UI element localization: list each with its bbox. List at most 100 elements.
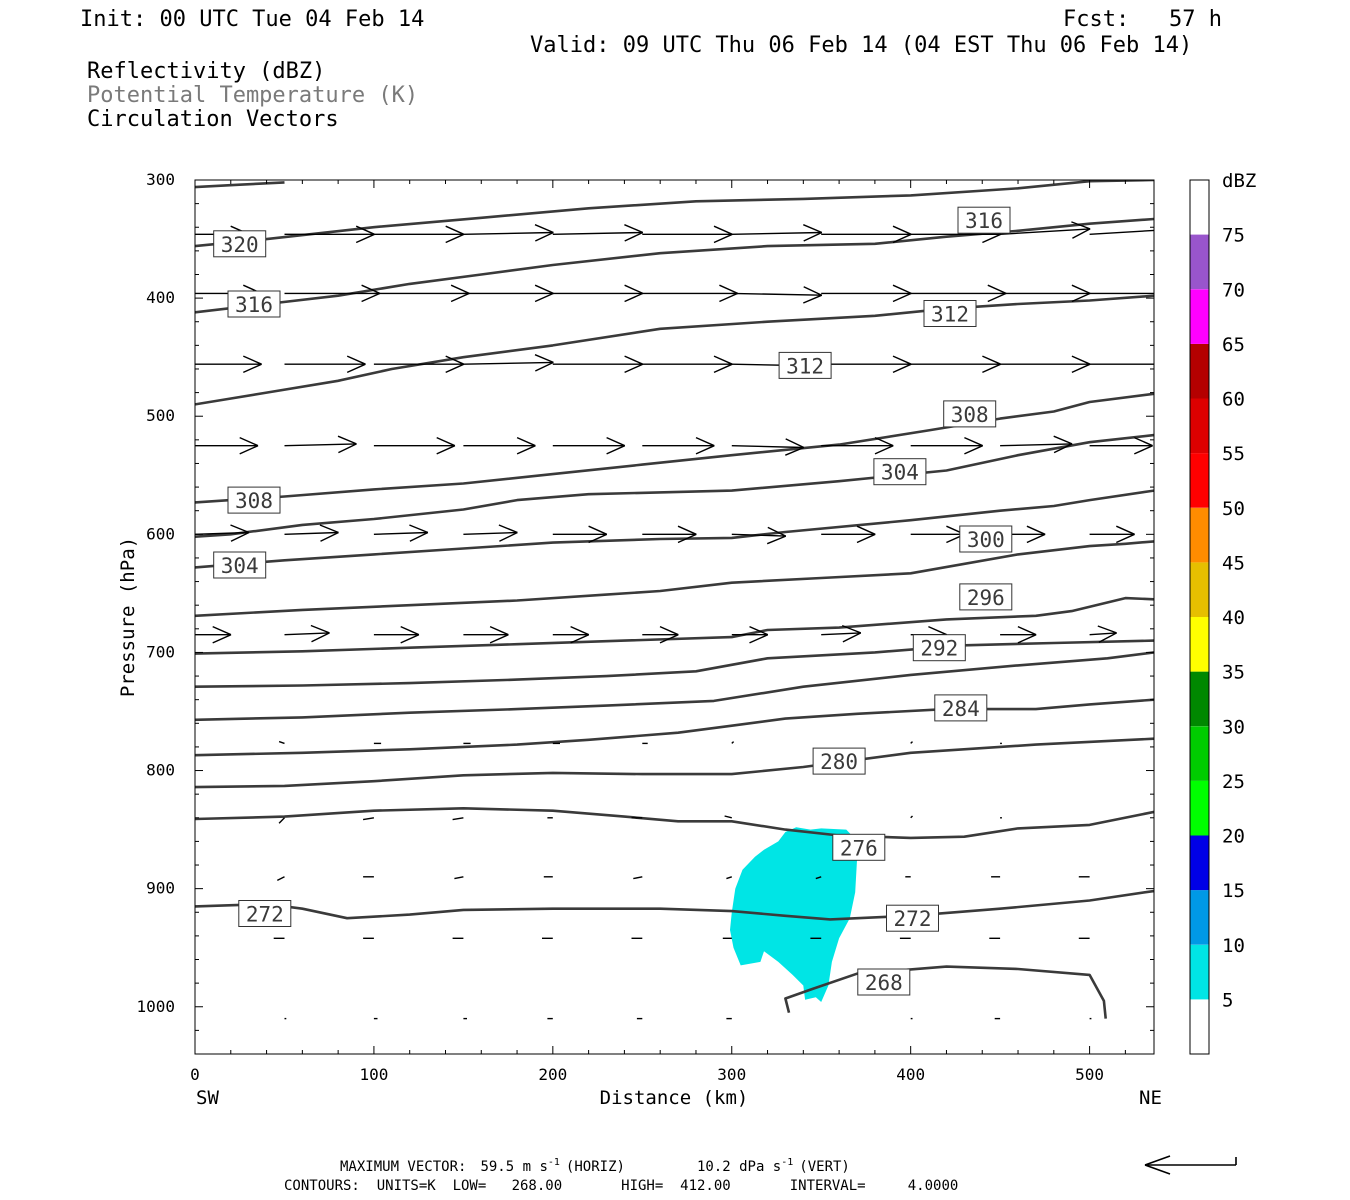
contour-label: 312 xyxy=(778,351,832,379)
wind-vector xyxy=(552,355,644,374)
theta-contour xyxy=(195,807,1154,840)
wind-vector xyxy=(642,284,738,303)
y-tick-label: 1000 xyxy=(136,997,175,1016)
wind-vector xyxy=(284,435,357,454)
colorbar-level-label: 40 xyxy=(1222,607,1245,629)
wind-vector xyxy=(552,224,644,242)
wind-vector xyxy=(910,355,1001,374)
wind-vector xyxy=(724,815,732,819)
wind-vector xyxy=(1089,229,1154,235)
wind-vector xyxy=(821,225,912,244)
colorbar-swatch xyxy=(1190,234,1209,290)
wind-vector xyxy=(633,876,643,880)
wind-vector xyxy=(463,524,518,542)
wind-vector xyxy=(1089,363,1154,365)
wind-vector xyxy=(195,625,232,644)
contour-label: 304 xyxy=(873,458,927,486)
contour-label: 272 xyxy=(238,900,292,927)
wind-vector xyxy=(552,284,644,303)
colorbar-level-label: 20 xyxy=(1222,826,1245,848)
wind-vector xyxy=(821,284,912,303)
svg-text:316: 316 xyxy=(965,209,1003,233)
contour-label: 308 xyxy=(227,486,281,514)
y-tick-label: 300 xyxy=(146,170,175,189)
svg-text:308: 308 xyxy=(951,403,989,427)
wind-vector xyxy=(821,355,912,374)
colorbar-frame xyxy=(1189,179,1210,1055)
wind-vector xyxy=(284,225,375,244)
x-tick-label: 400 xyxy=(896,1065,925,1084)
wind-vector xyxy=(1000,355,1091,374)
wind-vector xyxy=(195,355,262,374)
colorbar-swatch xyxy=(1190,780,1209,836)
valid-time: Valid: 09 UTC Thu 06 Feb 14 (04 EST Thu … xyxy=(530,33,1192,58)
wind-vector xyxy=(552,436,626,455)
contour-label: 292 xyxy=(912,634,966,662)
wind-vector xyxy=(373,524,429,542)
y-tick-label: 800 xyxy=(146,761,175,780)
svg-text:320: 320 xyxy=(221,233,259,257)
field-potential-temperature: Potential Temperature (K) xyxy=(87,83,418,108)
contour-label: 280 xyxy=(812,747,866,775)
contour-label: 296 xyxy=(959,583,1013,611)
y-tick-label: 500 xyxy=(146,406,175,425)
colorbar-level-label: 10 xyxy=(1222,935,1245,957)
axes: 0 100 200 300 400 500 300 400 500 600 700 800 900 100… xyxy=(136,170,1154,1084)
wind-vector xyxy=(1089,525,1135,544)
colorbar-level-label: 55 xyxy=(1222,443,1245,465)
contour-label: 316 xyxy=(227,290,281,318)
wind-vector xyxy=(373,625,420,644)
colorbar-swatch xyxy=(1190,726,1209,781)
reflectivity-layer xyxy=(730,827,857,1002)
colorbar-swatch xyxy=(1190,289,1209,344)
x-axis-title: Distance (km) xyxy=(600,1087,749,1109)
theta-contour-layer xyxy=(195,180,1154,1019)
wind-vector xyxy=(1000,625,1037,644)
wind-vector xyxy=(731,741,735,744)
contour-label: 316 xyxy=(957,206,1011,234)
svg-text:272: 272 xyxy=(894,907,932,931)
wind-vector xyxy=(1089,625,1117,643)
theta-contour xyxy=(195,489,1154,569)
colorbar-level-label: 25 xyxy=(1222,771,1245,793)
y-tick-label: 700 xyxy=(146,642,175,661)
svg-text:300: 300 xyxy=(967,528,1005,552)
wind-vector xyxy=(642,625,679,644)
x-tick-label: 100 xyxy=(359,1065,388,1084)
colorbar-swatch xyxy=(1190,617,1209,672)
wind-vector xyxy=(552,525,608,544)
theta-contour xyxy=(195,433,1154,538)
colorbar-swatch xyxy=(1190,562,1209,617)
wind-vector xyxy=(552,625,590,644)
wind-vector xyxy=(195,524,250,542)
svg-text:296: 296 xyxy=(967,586,1005,610)
wind-vector xyxy=(642,525,697,544)
colorbar-level-label: 65 xyxy=(1222,334,1245,356)
wind-vector xyxy=(642,436,715,455)
svg-text:304: 304 xyxy=(881,461,919,485)
wind-vector xyxy=(276,876,285,882)
field-circulation-vectors: Circulation Vectors xyxy=(87,107,339,132)
wind-vector xyxy=(195,436,259,455)
colorbar-swatch xyxy=(1190,835,1209,891)
wind-vector xyxy=(284,284,381,303)
field-reflectivity: Reflectivity (dBZ) xyxy=(87,59,325,84)
wind-vector xyxy=(910,741,913,744)
dbz-colorbar: 5 10 15 20 25 30 35 40 45 50 55 60 65 70 75 xyxy=(1189,179,1245,1055)
wind-vector xyxy=(284,355,366,374)
wind-vector xyxy=(910,436,983,455)
wind-vector xyxy=(373,355,465,374)
colorbar-level-label: 35 xyxy=(1222,662,1245,684)
y-tick-label: 900 xyxy=(146,879,175,898)
x-tick-label: 300 xyxy=(717,1065,746,1084)
colorbar-title: dBZ xyxy=(1222,170,1256,192)
forecast-hour: Fcst: 57 h xyxy=(1063,7,1222,32)
wind-vector xyxy=(731,224,823,242)
wind-vector xyxy=(1000,221,1091,239)
contour-label-layer: 320 316 316 312 312 308 308 304 304 300 296 292 284 2… xyxy=(213,206,1013,996)
wind-vector xyxy=(463,354,554,372)
contour-label: 300 xyxy=(959,525,1013,553)
x-end-label-ne: NE xyxy=(1139,1087,1162,1109)
theta-contour xyxy=(195,540,1154,618)
